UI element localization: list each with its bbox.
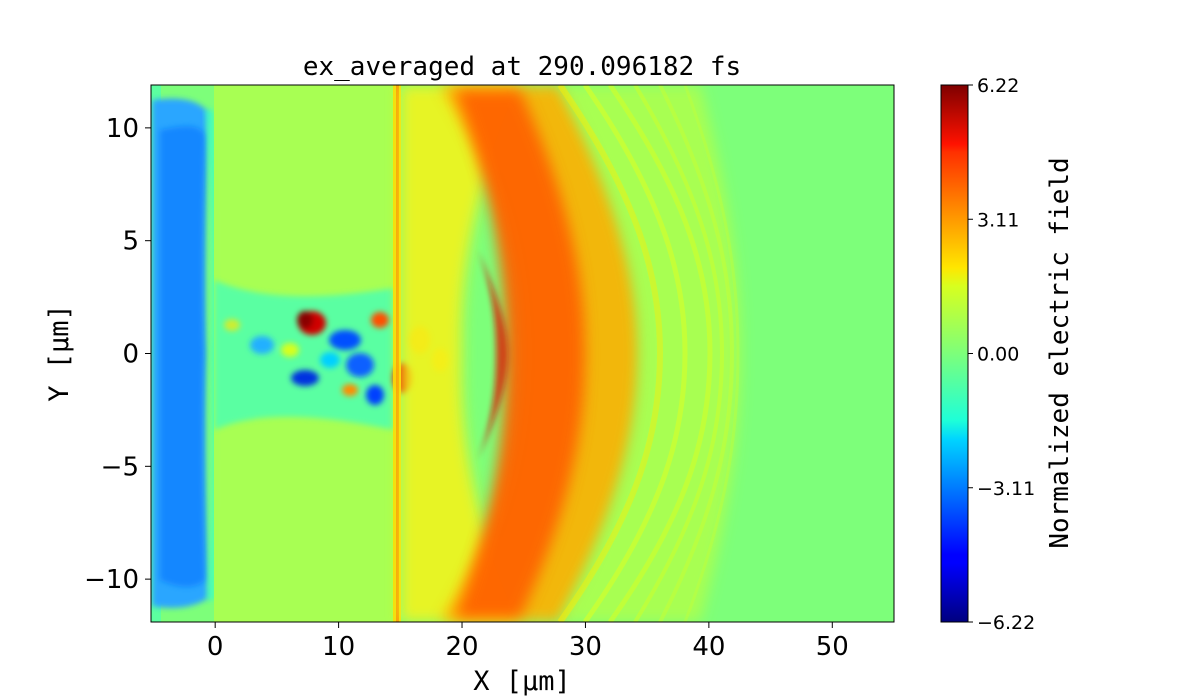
colorbar-tick-label: −3.11	[977, 478, 1035, 500]
x-tick-label: 50	[816, 632, 849, 662]
negative-sheath-core	[160, 126, 205, 587]
x-tick-label: 40	[692, 632, 725, 662]
turbulent-blobs	[224, 311, 448, 405]
colorbar	[940, 84, 969, 623]
x-tick-label: 20	[445, 632, 478, 662]
colorbar-ticks: −6.22 −3.11 0.00 3.11 6.22	[968, 75, 1035, 634]
wavefront-core	[455, 90, 585, 618]
y-tick-label: −5	[101, 452, 139, 482]
colorbar-label: Normalized electric field	[1045, 157, 1075, 548]
x-axis-label: X [μm]	[473, 666, 571, 697]
x-tick-label: 0	[207, 632, 224, 662]
x-tick-label: 30	[569, 632, 602, 662]
chart-title: ex_averaged at 290.096182 fs	[303, 52, 741, 82]
post-target-yellow	[400, 85, 520, 622]
y-axis-ticks: −10 −5 0 5 10	[84, 114, 151, 595]
y-tick-label: 10	[106, 114, 139, 144]
y-tick-label: 0	[122, 340, 139, 370]
heatmap	[151, 85, 894, 622]
colorbar-tick-label: 0.00	[977, 344, 1019, 366]
x-axis-ticks: 0 10 20 30 40 50	[207, 622, 849, 662]
colorbar-tick-label: 3.11	[977, 209, 1019, 231]
y-tick-label: −10	[84, 565, 139, 595]
y-axis-label: Y [μm]	[44, 304, 75, 402]
front-boundary-red	[396, 85, 399, 622]
colorbar-tick-label: 6.22	[977, 75, 1019, 97]
ripple-fill	[560, 85, 740, 622]
colorbar-tick-label: −6.22	[977, 612, 1035, 634]
y-tick-label: 5	[122, 227, 139, 257]
x-tick-label: 10	[322, 632, 355, 662]
wavefront-peak	[478, 250, 508, 460]
